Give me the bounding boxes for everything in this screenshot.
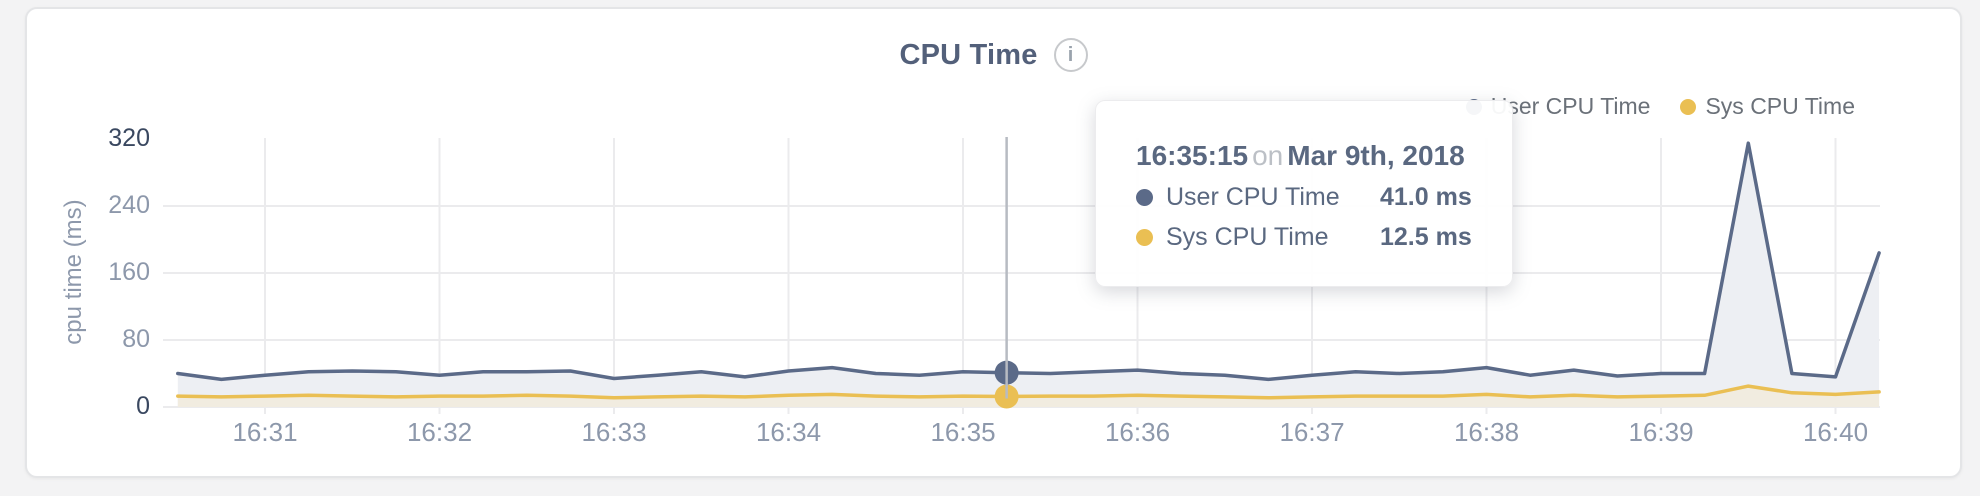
legend-label-sys-cpu: Sys CPU Time <box>1705 93 1855 119</box>
tooltip: 16:35:15 on Mar 9th, 2018 User CPU Time 41… <box>1095 100 1513 287</box>
x-axis-label-16:39: 16:39 <box>1628 417 1694 447</box>
tooltip-time: 16:35:15 <box>1136 140 1249 171</box>
tooltip-sys-dot-icon <box>1136 228 1153 246</box>
y-axis-label-160: 160 <box>108 257 150 286</box>
tooltip-date: Mar 9th, 2018 <box>1287 140 1465 171</box>
x-axis-label-16:36: 16:36 <box>1104 417 1171 447</box>
x-axis-label-16:37: 16:37 <box>1279 417 1345 447</box>
x-axis-label-16:40: 16:40 <box>1802 417 1869 447</box>
legend: User CPU Time Sys CPU Time <box>1465 93 1855 120</box>
tooltip-row-sys: Sys CPU Time 12.5 ms <box>1136 217 1474 257</box>
chart-header: CPU Time i <box>25 38 1962 72</box>
tooltip-user-label: User CPU Time <box>1166 182 1340 211</box>
x-axis-label-16:35: 16:35 <box>930 417 996 447</box>
tooltip-user-value: 41.0 ms <box>1380 182 1472 211</box>
legend-label-user-cpu: User CPU Time <box>1490 93 1651 119</box>
x-axis-label-16:34: 16:34 <box>755 417 822 447</box>
user-cpu-line <box>176 141 1881 382</box>
info-icon[interactable]: i <box>1053 38 1088 72</box>
sys-cpu-line <box>176 384 1881 400</box>
tooltip-connector: on <box>1252 140 1284 171</box>
tooltip-user-dot-icon <box>1136 188 1153 206</box>
tooltip-header: 16:35:15 on Mar 9th, 2018 <box>1136 135 1474 177</box>
info-icon-glyph: i <box>1067 44 1074 66</box>
tooltip-row-user: User CPU Time 41.0 ms <box>1136 177 1474 217</box>
tooltip-sys-label: Sys CPU Time <box>1166 222 1329 251</box>
y-axis-label-80: 80 <box>122 324 150 353</box>
x-axis-label-16:33: 16:33 <box>581 417 647 447</box>
y-axis-label-240: 240 <box>108 190 150 219</box>
sys-cpu-legend-dot-icon <box>1680 98 1697 115</box>
x-axis-label-16:32: 16:32 <box>406 417 473 447</box>
tooltip-sys-value: 12.5 ms <box>1380 222 1472 251</box>
x-axis-label-16:38: 16:38 <box>1453 417 1520 447</box>
user-cpu-area <box>177 143 1880 407</box>
y-axis-label-0: 0 <box>136 391 150 420</box>
legend-item-sys-cpu[interactable]: Sys CPU Time <box>1680 93 1855 120</box>
x-axis-label-16:31: 16:31 <box>232 417 298 447</box>
chart-title: CPU Time <box>899 38 1038 71</box>
y-axis-label-320: 320 <box>108 123 150 152</box>
